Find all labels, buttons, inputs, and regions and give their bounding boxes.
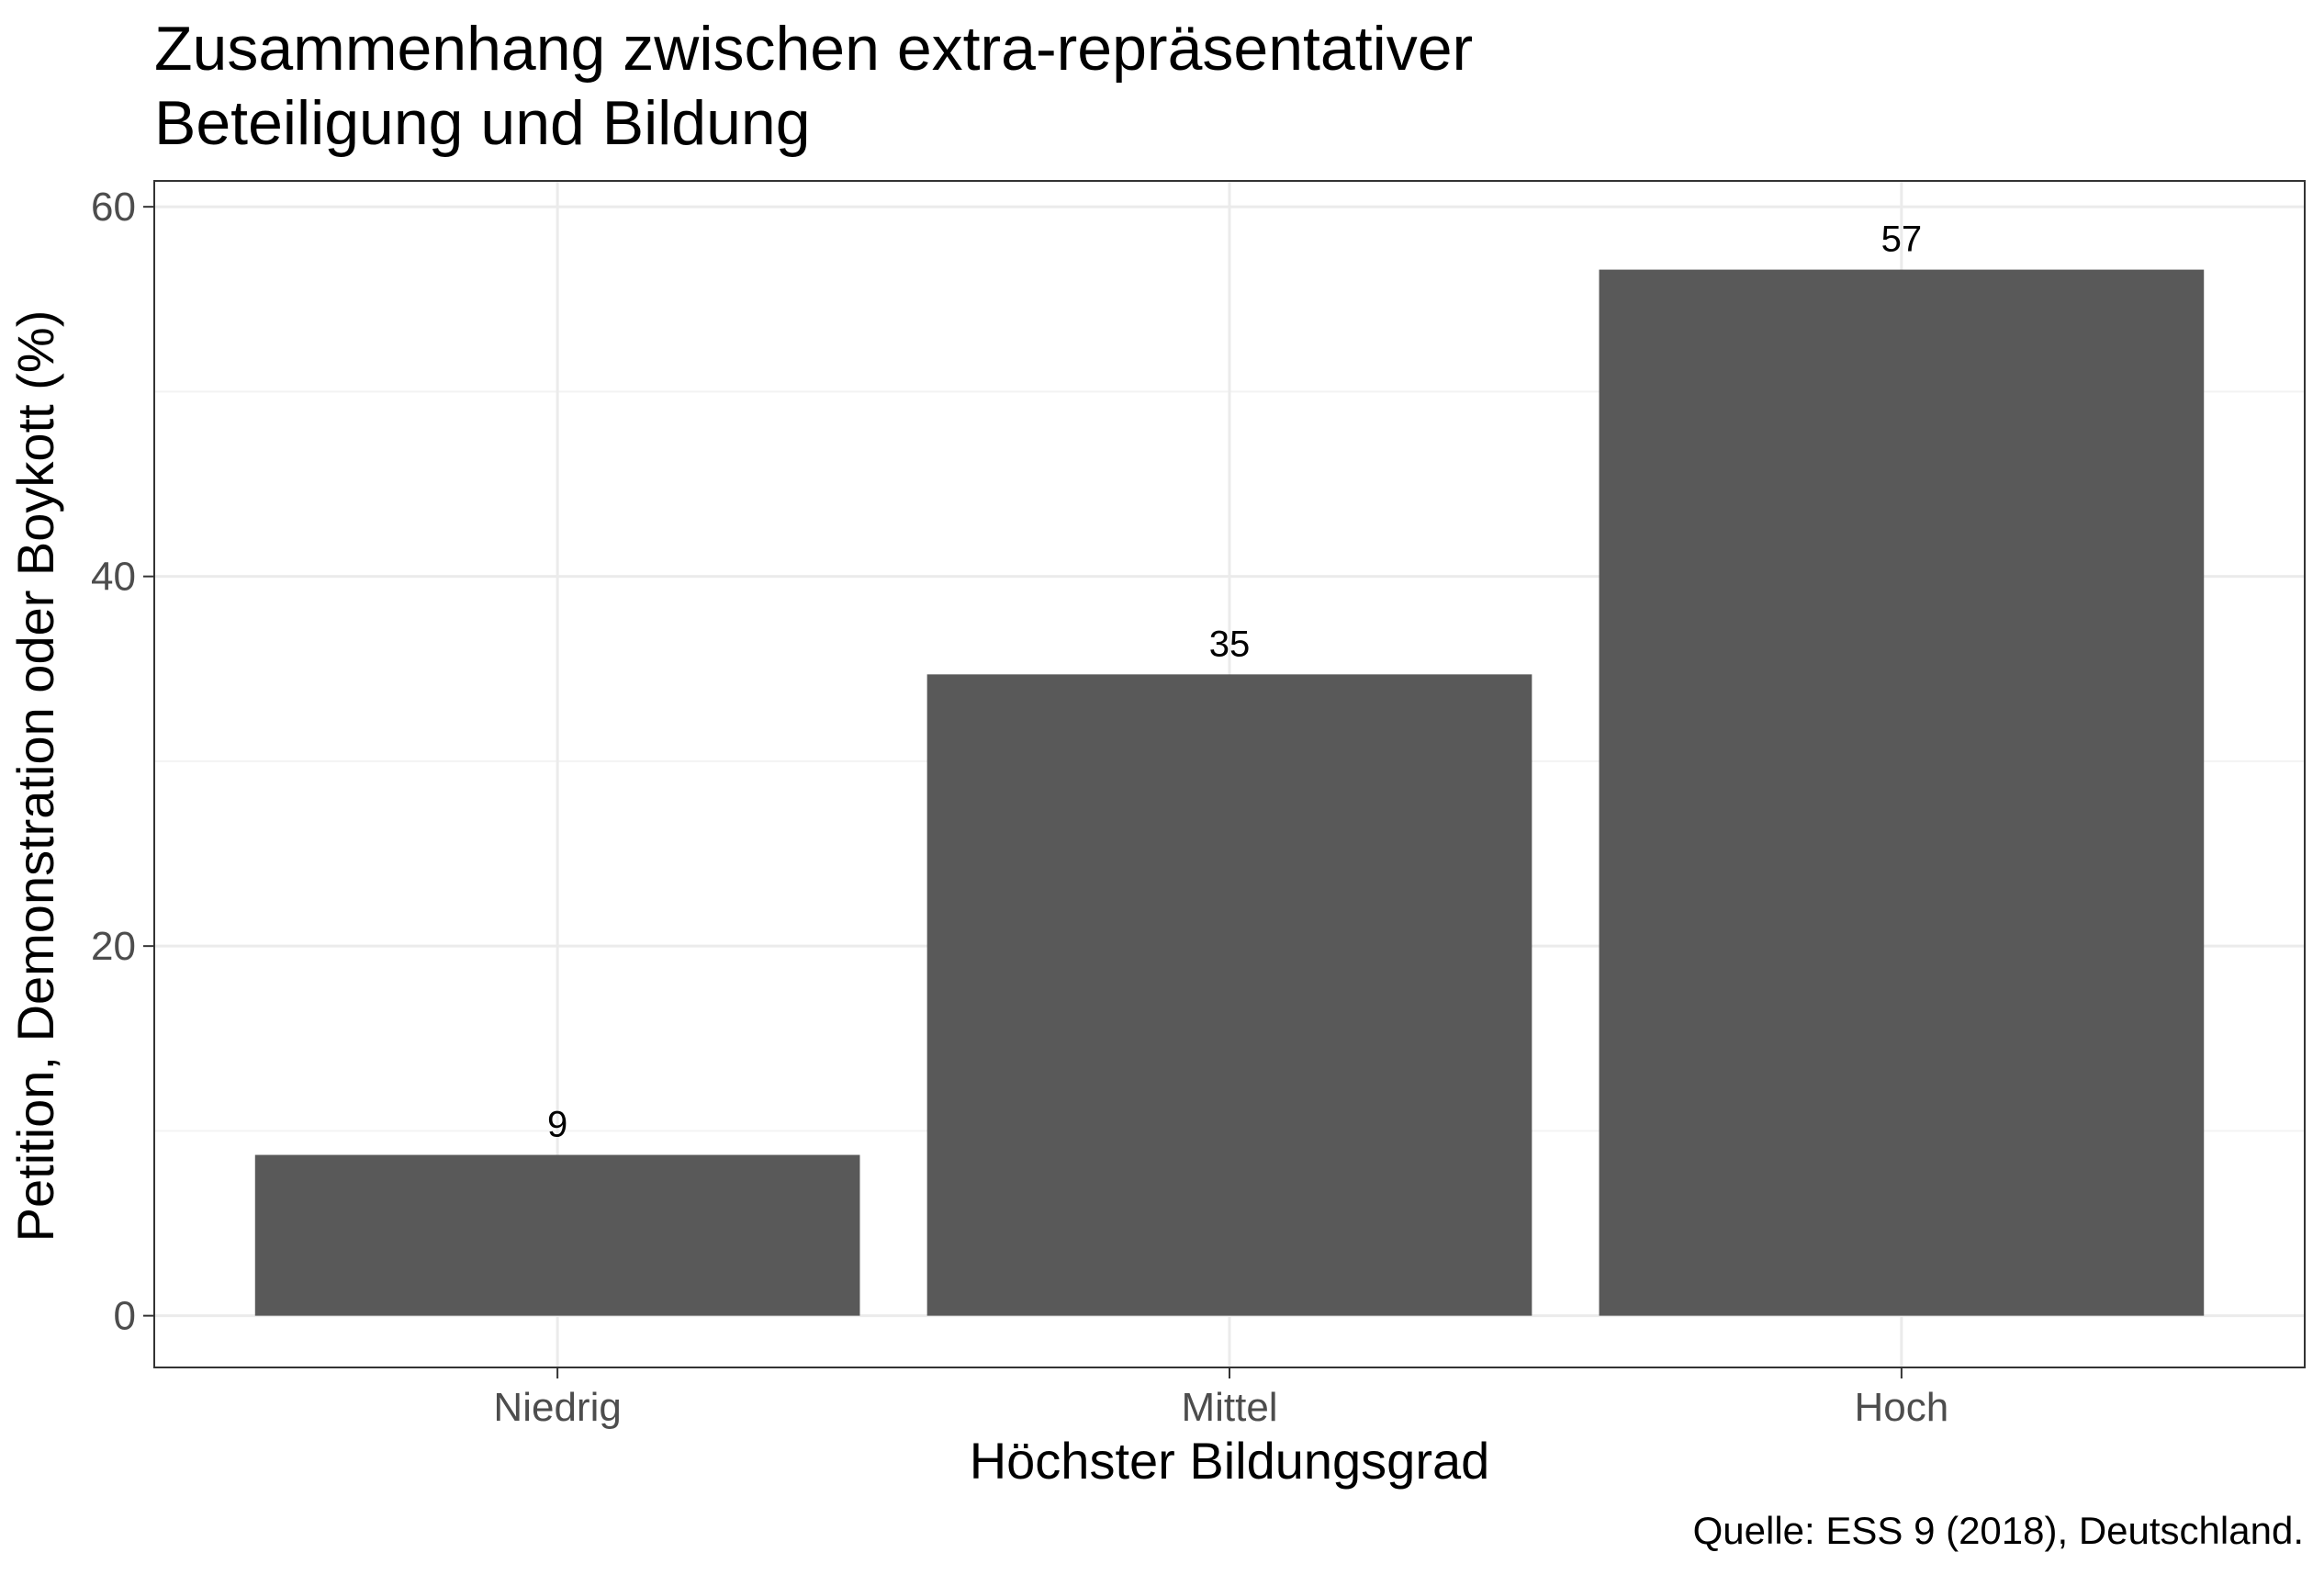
y-axis: 0 20 40 60	[91, 185, 154, 1339]
y-tick-label: 40	[91, 555, 136, 600]
bar-mittel	[926, 674, 1532, 1316]
y-tick-label: 0	[114, 1294, 136, 1339]
bar-hoch	[1599, 269, 2205, 1316]
x-axis-title: Höchster Bildungsgrad	[970, 1432, 1490, 1490]
source-caption: Quelle: ESS 9 (2018), Deutschland.	[1693, 1509, 2304, 1552]
data-labels: 9 35 57	[547, 219, 1922, 1145]
bar-niedrig	[254, 1154, 860, 1316]
chart-title-line-2: Beteiligung und Bildung	[154, 88, 811, 158]
data-label-mittel: 35	[1209, 624, 1251, 664]
data-label-niedrig: 9	[547, 1105, 567, 1145]
bars	[254, 269, 2205, 1316]
y-tick-label: 60	[91, 185, 136, 230]
y-tick-label: 20	[91, 924, 136, 969]
x-axis: Niedrig Mittel Hoch	[493, 1367, 1948, 1430]
chart-title-line-1: Zusammenhang zwischen extra-repräsentati…	[154, 14, 1473, 84]
x-tick-label-niedrig: Niedrig	[493, 1385, 621, 1430]
y-axis-title: Petition, Demonstration oder Boykott (%)	[6, 310, 64, 1243]
x-tick-label-mittel: Mittel	[1181, 1385, 1277, 1430]
data-label-hoch: 57	[1881, 219, 1923, 260]
x-tick-label-hoch: Hoch	[1855, 1385, 1949, 1430]
